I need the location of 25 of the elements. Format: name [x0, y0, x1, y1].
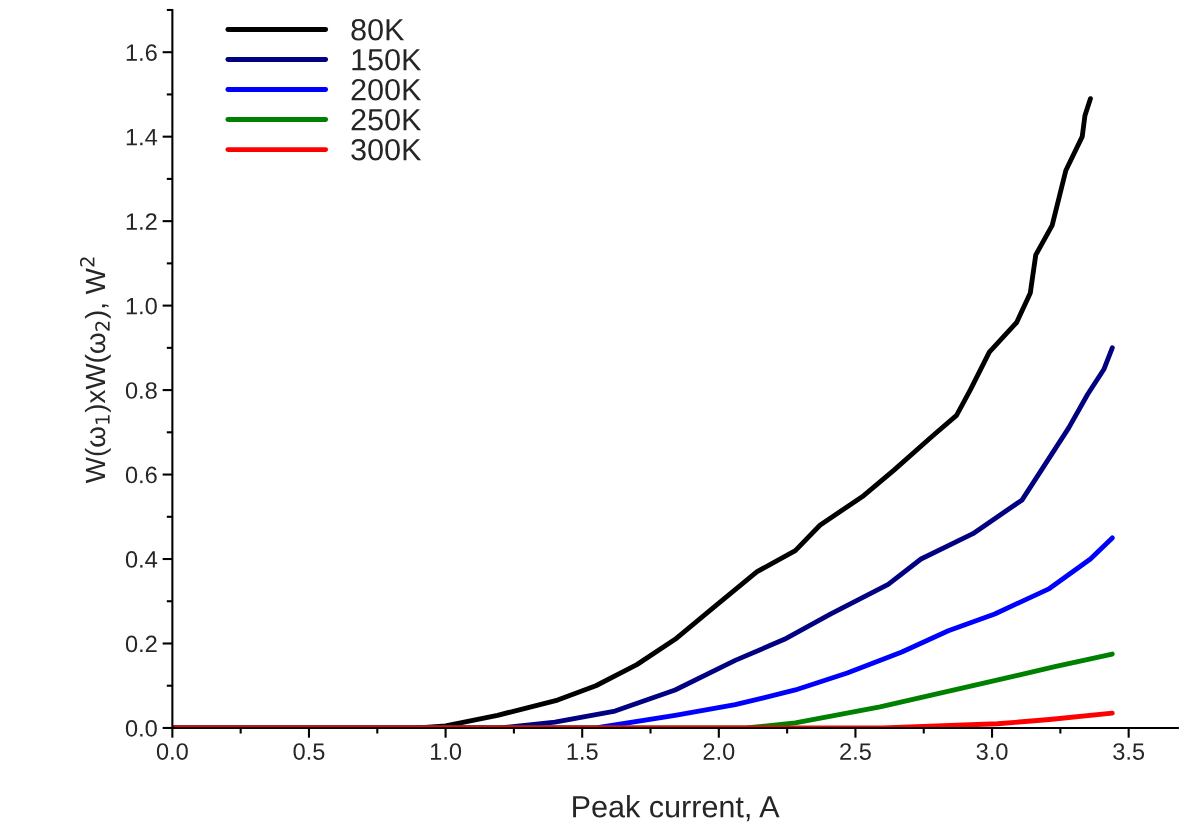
y-tick-label: 1.6: [126, 44, 157, 61]
legend-label: 200K: [351, 78, 422, 101]
x-tick-label: 0.0: [156, 743, 188, 760]
y-tick-label: 1.0: [126, 297, 157, 315]
x-tick-label: 1.5: [567, 743, 598, 760]
x-tick-label: 3.5: [1113, 743, 1145, 760]
legend-label: 150K: [352, 48, 422, 71]
legend-label: 80K: [351, 18, 405, 41]
line-series: [172, 710, 1115, 728]
x-axis-title: Peak current, A: [573, 795, 780, 822]
y-tick-label: 1.2: [126, 213, 157, 230]
y-tick-label: 0.0: [125, 720, 157, 737]
x-tick-label: 1.0: [430, 743, 462, 760]
x-tick-label: 0.5: [293, 743, 325, 760]
x-tick-label: 2.0: [703, 743, 735, 760]
legend-label: 300K: [351, 138, 422, 161]
y-tick-label: 0.4: [125, 551, 158, 568]
y-tick-label: 0.2: [125, 635, 157, 653]
y-axis-title: W(ω$_{1}$)xW(ω$_{2}$), W$^{2}$: [79, 257, 111, 484]
y-tick-label: 1.4: [126, 128, 158, 146]
y-tick-label: 0.6: [125, 466, 157, 484]
x-tick-label: 2.5: [840, 743, 871, 760]
x-tick-label: 3.0: [976, 743, 1008, 760]
legend-label: 250K: [351, 108, 422, 131]
y-tick-label: 0.8: [125, 382, 157, 399]
